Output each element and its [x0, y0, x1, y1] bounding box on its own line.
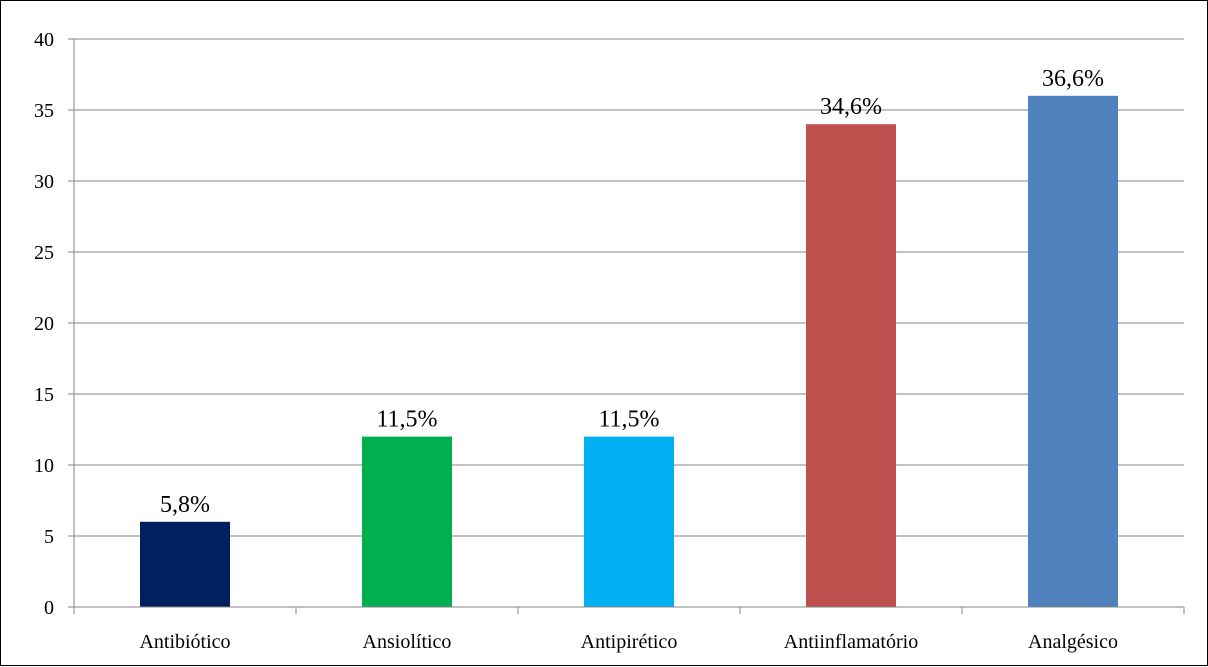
gridlines — [74, 38, 1184, 537]
data-label: 11,5% — [376, 407, 437, 433]
bars — [140, 95, 1118, 608]
y-tick-label: 40 — [34, 29, 54, 51]
data-label: 34,6% — [820, 94, 882, 120]
bar-1 — [362, 436, 452, 607]
bar-4 — [1028, 95, 1118, 608]
x-tick-label: Antibiótico — [139, 631, 230, 653]
data-label: 36,6% — [1042, 66, 1104, 92]
data-label: 5,8% — [160, 492, 210, 518]
y-tick-label: 35 — [34, 100, 54, 122]
bar-3 — [806, 124, 896, 607]
y-tick-label: 0 — [44, 597, 54, 619]
axes: 0 5 10 15 20 25 30 35 40 Antibiótico Ansiolítico An… — [34, 29, 1185, 653]
y-tick-label: 25 — [34, 242, 54, 264]
data-labels: 5,8% 11,5% 11,5% 34,6% 36,6% — [160, 66, 1104, 518]
data-label: 11,5% — [598, 407, 659, 433]
y-tick-label: 15 — [34, 384, 54, 406]
x-tick-label: Ansiolítico — [363, 631, 452, 653]
bar-2 — [584, 436, 674, 607]
y-tick-label: 5 — [44, 526, 54, 548]
y-tick-label: 30 — [34, 171, 54, 193]
y-tick-label: 20 — [34, 313, 54, 335]
y-tick-label: 10 — [34, 455, 54, 477]
bar-0 — [140, 521, 230, 607]
x-tick-label: Antiinflamatório — [784, 631, 918, 653]
x-tick-label: Antipirético — [581, 631, 678, 653]
x-tick-label: Analgésico — [1028, 631, 1118, 653]
